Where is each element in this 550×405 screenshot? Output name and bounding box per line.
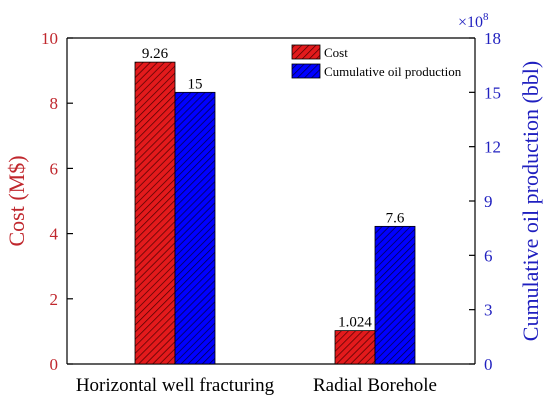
multiplier-exponent: 8 <box>483 11 489 23</box>
bar-value-labels: 9.26 1.024 15 7.6 <box>142 46 405 330</box>
legend: Cost Cumulative oil production <box>291 44 462 79</box>
x-tick-label-horizontal-well-fracturing: Horizontal well fracturing <box>76 375 275 396</box>
legend-label-cumulative-oil-production: Cumulative oil production <box>324 64 462 79</box>
left-tick-label: 6 <box>50 159 59 178</box>
legend-swatch-cumulative-oil-production <box>291 63 321 79</box>
bars <box>134 61 416 365</box>
x-tick-label-radial-borehole: Radial Borehole <box>313 375 437 396</box>
right-tick-label: 6 <box>484 246 493 265</box>
left-tick-label: 10 <box>41 29 58 48</box>
right-axis-title: Cumulative oil production (bbl) <box>518 61 543 341</box>
bar-value-label: 15 <box>188 76 203 92</box>
left-axis-ticks: 0 2 4 6 8 10 <box>41 29 73 374</box>
right-tick-label: 9 <box>484 192 493 211</box>
left-tick-label: 2 <box>50 290 59 309</box>
bar-value-label: 7.6 <box>386 210 405 226</box>
left-tick-label: 8 <box>50 94 59 113</box>
bar-value-label: 9.26 <box>142 46 169 62</box>
right-tick-label: 0 <box>484 355 493 374</box>
left-axis-title: Cost (M$) <box>4 155 29 246</box>
left-tick-label: 4 <box>50 225 59 244</box>
legend-swatch-cost <box>291 44 321 60</box>
bar-value-label: 1.024 <box>338 315 372 331</box>
multiplier-base: ×10 <box>458 14 483 31</box>
legend-label-cost: Cost <box>324 45 348 60</box>
left-tick-label: 0 <box>50 355 59 374</box>
right-axis-ticks: 0 3 6 9 12 15 18 <box>469 29 501 374</box>
bar-cumulative-oil-production-0 <box>174 91 216 365</box>
right-tick-label: 18 <box>484 29 501 48</box>
bar-cost-1 <box>334 330 376 365</box>
bar-cumulative-oil-production-1 <box>374 225 416 365</box>
bar-cost-0 <box>134 61 176 365</box>
right-tick-label: 15 <box>484 83 501 102</box>
right-tick-label: 3 <box>484 301 493 320</box>
right-axis-multiplier: ×108 <box>458 11 489 31</box>
right-tick-label: 12 <box>484 138 501 157</box>
